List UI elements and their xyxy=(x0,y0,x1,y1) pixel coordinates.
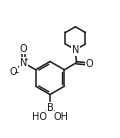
Text: HO: HO xyxy=(32,112,47,122)
Text: N: N xyxy=(72,45,79,55)
Text: B: B xyxy=(47,103,53,113)
Text: O: O xyxy=(85,59,93,69)
Text: +: + xyxy=(24,57,29,62)
Text: −: − xyxy=(14,70,19,76)
Text: O: O xyxy=(20,44,27,54)
Text: O: O xyxy=(10,67,17,77)
Text: OH: OH xyxy=(53,112,68,122)
Text: N: N xyxy=(20,58,27,68)
